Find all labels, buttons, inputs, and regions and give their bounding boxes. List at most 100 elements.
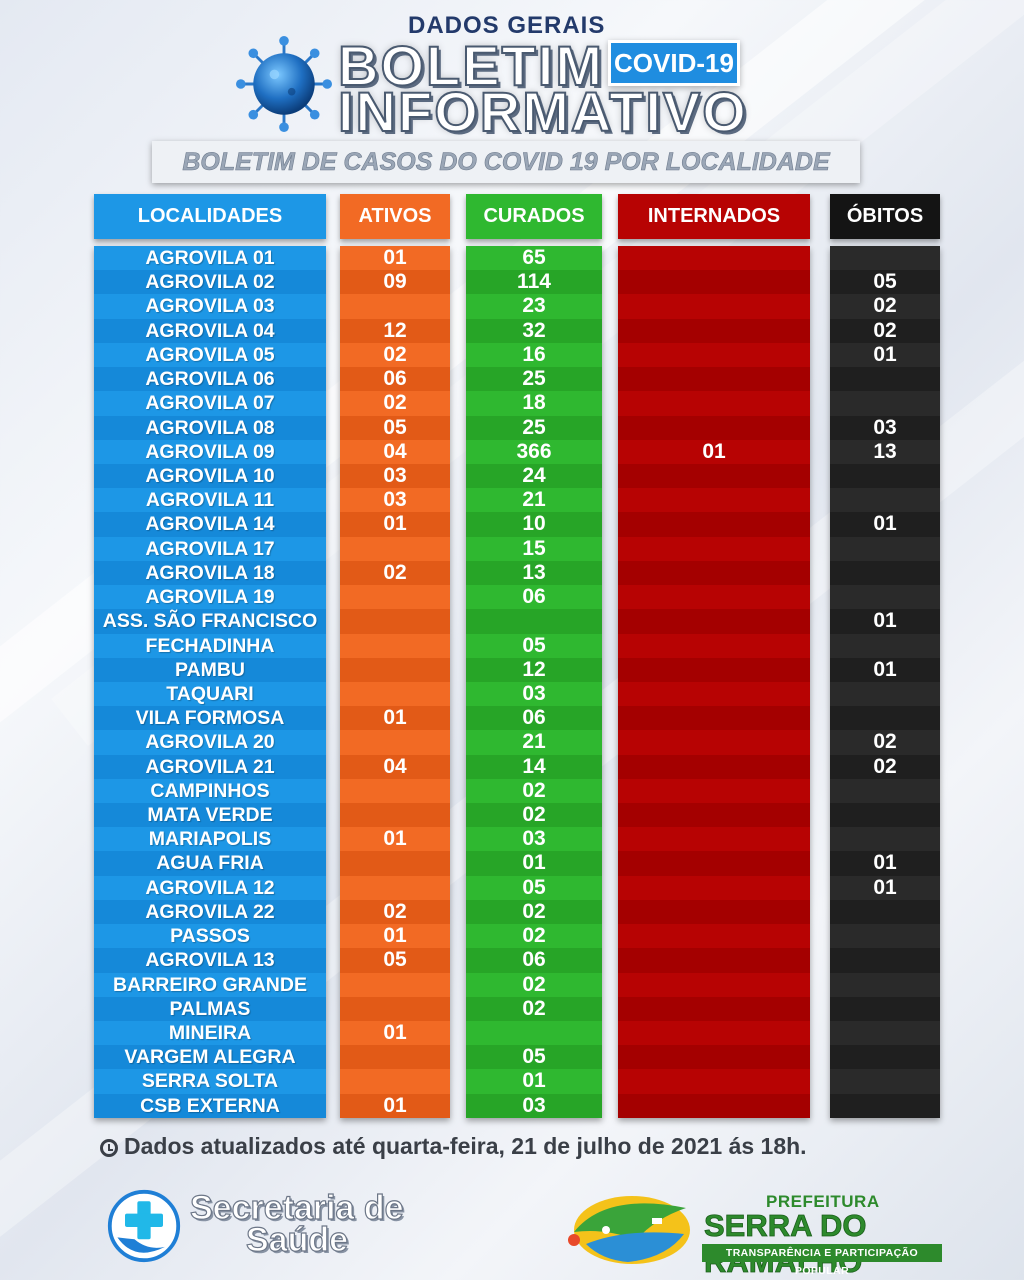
cell-ativos	[340, 972, 450, 997]
cell-curados: 03	[466, 681, 602, 707]
cell-obitos: 03	[830, 415, 940, 440]
cell-obitos: 01	[830, 851, 940, 876]
cell-internados	[618, 367, 810, 392]
cell-internados	[618, 318, 810, 343]
cell-curados: 114	[466, 270, 602, 295]
cell-internados	[618, 488, 810, 513]
cell-obitos: 01	[830, 875, 940, 900]
secretaria-saude-logo-text: Secretaria de Saúde	[189, 1189, 404, 1257]
cell-obitos: 01	[830, 609, 940, 634]
cell-localidade: AGROVILA 19	[94, 585, 326, 610]
cell-obitos: 01	[830, 512, 940, 537]
cell-curados: 05	[466, 633, 602, 658]
cell-curados: 10	[466, 512, 602, 537]
header-curados: CURADOS	[466, 194, 602, 239]
cell-obitos	[830, 1093, 940, 1118]
cell-curados	[466, 609, 602, 634]
cell-ativos: 04	[340, 439, 450, 464]
cell-localidade: CAMPINHOS	[94, 778, 326, 804]
cell-internados	[618, 585, 810, 610]
cell-ativos: 01	[340, 1021, 450, 1046]
cell-internados	[618, 1069, 810, 1094]
cell-ativos	[340, 633, 450, 658]
header-ativos: ATIVOS	[340, 194, 450, 239]
cell-ativos	[340, 585, 450, 610]
cell-obitos	[830, 536, 940, 561]
secretaria-line-1: Secretaria de	[189, 1189, 404, 1227]
cell-curados: 02	[466, 972, 602, 997]
cell-localidade: AGROVILA 05	[94, 342, 326, 368]
cell-ativos: 01	[340, 706, 450, 731]
cell-obitos	[830, 706, 940, 731]
cell-obitos	[830, 899, 940, 925]
title-line-2: INFORMATIVO	[337, 80, 748, 143]
cell-internados	[618, 512, 810, 537]
cell-ativos	[340, 294, 450, 319]
cell-obitos: 05	[830, 270, 940, 295]
cell-ativos: 01	[340, 1093, 450, 1118]
cell-localidade: AGROVILA 03	[94, 294, 326, 319]
cell-localidade: VARGEM ALEGRA	[94, 1045, 326, 1070]
cell-ativos: 04	[340, 754, 450, 779]
update-note-text: Dados atualizados até quarta-feira, 21 d…	[124, 1133, 807, 1159]
cell-curados: 65	[466, 246, 602, 271]
cell-localidade: ASS. SÃO FRANCISCO	[94, 609, 326, 634]
cell-localidade: BARREIRO GRANDE	[94, 972, 326, 997]
cell-obitos	[830, 948, 940, 973]
cell-ativos	[340, 875, 450, 900]
cell-localidade: AGROVILA 02	[94, 270, 326, 295]
cell-ativos: 01	[340, 512, 450, 537]
prefeitura-emblem	[568, 1196, 690, 1264]
cell-ativos	[340, 681, 450, 707]
cell-localidade: MINEIRA	[94, 1021, 326, 1046]
cell-ativos	[340, 1069, 450, 1094]
cell-internados	[618, 1045, 810, 1070]
header-obitos: ÓBITOS	[830, 194, 940, 239]
cell-obitos: 02	[830, 318, 940, 343]
cell-obitos: 01	[830, 342, 940, 368]
cell-internados	[618, 803, 810, 828]
cell-curados: 12	[466, 657, 602, 682]
localidades-column: AGROVILA 01 AGROVILA 02 AGROVILA 03 AGROVIL…	[94, 246, 326, 1118]
cell-internados	[618, 924, 810, 949]
cell-localidade: CSB EXTERNA	[94, 1093, 326, 1118]
cell-ativos	[340, 996, 450, 1021]
cell-curados: 01	[466, 851, 602, 876]
cell-obitos: 01	[830, 657, 940, 682]
cell-ativos: 03	[340, 463, 450, 489]
cell-localidade: AGROVILA 07	[94, 391, 326, 416]
cell-ativos: 03	[340, 488, 450, 513]
cell-localidade: AGUA FRIA	[94, 851, 326, 876]
cell-localidade: AGROVILA 10	[94, 463, 326, 489]
cell-internados	[618, 657, 810, 682]
cell-internados	[618, 463, 810, 489]
cell-internados	[618, 536, 810, 561]
title-line-1: BOLETIM	[337, 34, 604, 97]
cell-internados	[618, 246, 810, 271]
cell-curados: 18	[466, 391, 602, 416]
cell-obitos	[830, 681, 940, 707]
cell-localidade: MARIAPOLIS	[94, 827, 326, 852]
cell-localidade: AGROVILA 11	[94, 488, 326, 513]
cell-internados	[618, 972, 810, 997]
cell-internados	[618, 730, 810, 755]
internados-column: 01	[618, 246, 810, 1118]
cell-localidade: AGROVILA 22	[94, 899, 326, 925]
cell-internados	[618, 609, 810, 634]
cell-localidade: PALMAS	[94, 996, 326, 1021]
cell-obitos	[830, 972, 940, 997]
cell-localidade: SERRA SOLTA	[94, 1069, 326, 1094]
cell-localidade: AGROVILA 17	[94, 536, 326, 561]
cell-obitos	[830, 560, 940, 586]
ativos-column: 01 09 12 02 06 02 05 04 03 03 01 02 01 04 01 02 01 05 01 01	[340, 246, 450, 1118]
cell-ativos	[340, 536, 450, 561]
cell-curados: 25	[466, 415, 602, 440]
cell-ativos: 01	[340, 246, 450, 271]
covid-badge: COVID-19	[608, 40, 740, 86]
cell-localidade: MATA VERDE	[94, 803, 326, 828]
cell-curados: 14	[466, 754, 602, 779]
cell-internados	[618, 391, 810, 416]
cell-obitos	[830, 1069, 940, 1094]
cell-curados: 02	[466, 924, 602, 949]
cell-ativos: 02	[340, 342, 450, 368]
